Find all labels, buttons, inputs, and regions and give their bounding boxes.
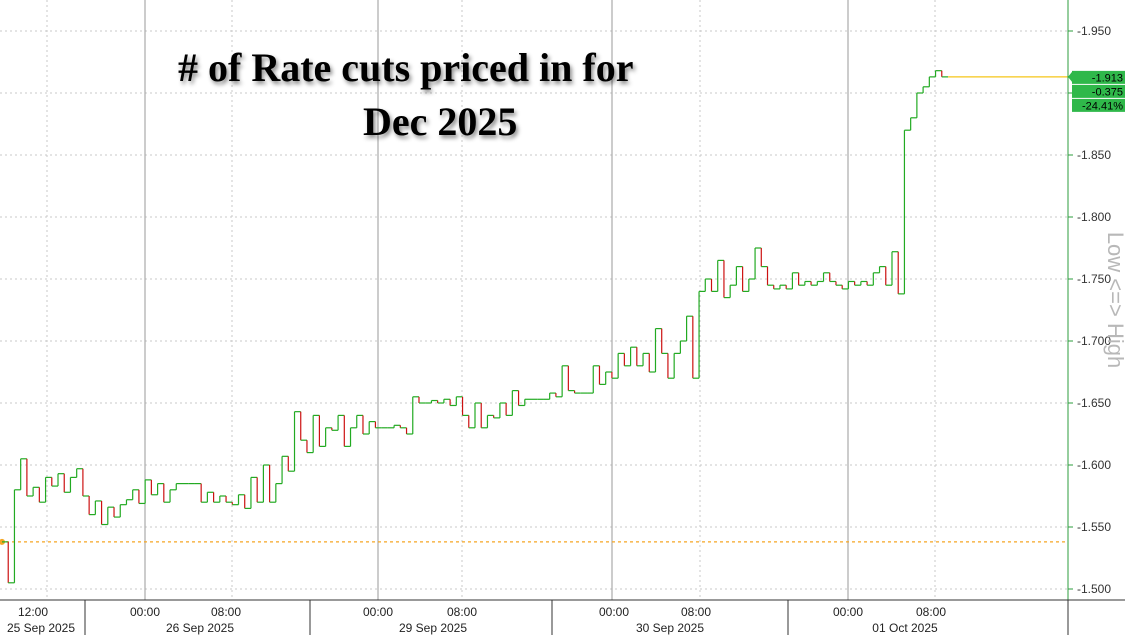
series-line (0, 70, 1068, 584)
y-tick-label: -1.750 (1077, 272, 1111, 286)
y-axis: -1.950-1.900-1.850-1.800-1.750-1.700-1.6… (1067, 0, 1125, 600)
y-tick-label: -1.650 (1077, 396, 1111, 410)
x-date-label: 26 Sep 2025 (166, 621, 234, 635)
last-value-text: -1.913 (1092, 72, 1123, 84)
x-tick-label: 08:00 (916, 605, 946, 619)
x-tick-label: 08:00 (447, 605, 477, 619)
x-tick-label: 08:00 (681, 605, 711, 619)
last-value-badge (1072, 70, 1125, 84)
y-tick-label: -1.700 (1077, 334, 1111, 348)
x-date-label: 25 Sep 2025 (7, 621, 75, 635)
grid (0, 0, 1068, 600)
last-value-badge (1072, 98, 1125, 112)
last-value-text: -24.41% (1082, 100, 1123, 112)
x-axis: 12:00 00:00 08:00 00:00 08:00 00:00 08:00 00:00… (0, 599, 1125, 635)
x-date-label: 30 Sep 2025 (636, 621, 704, 635)
x-tick-label: 08:00 (211, 605, 241, 619)
y-tick-label: -1.850 (1077, 148, 1111, 162)
last-value-text: -0.375 (1092, 86, 1123, 98)
x-date-label: 29 Sep 2025 (399, 621, 467, 635)
last-value-badge (1072, 84, 1125, 98)
y-tick-label: -1.550 (1077, 520, 1111, 534)
x-tick-label: 00:00 (363, 605, 393, 619)
y-axis-label: Low <=> High (1103, 232, 1125, 368)
y-tick-label: -1.950 (1077, 24, 1111, 38)
x-date-label: 01 Oct 2025 (872, 621, 938, 635)
y-tick-label: -1.600 (1077, 458, 1111, 472)
x-tick-label: 00:00 (833, 605, 863, 619)
last-value-pointer (1068, 71, 1072, 82)
chart-title-line-2: Dec 2025 (363, 99, 518, 144)
y-tick-label: -1.500 (1077, 582, 1111, 596)
x-tick-label: 00:00 (130, 605, 160, 619)
x-tick-label: 12:00 (18, 605, 48, 619)
x-tick-label: 00:00 (599, 605, 629, 619)
y-tick-label: -1.800 (1077, 210, 1111, 224)
chart-title-line-1: # of Rate cuts priced in for (178, 45, 634, 90)
